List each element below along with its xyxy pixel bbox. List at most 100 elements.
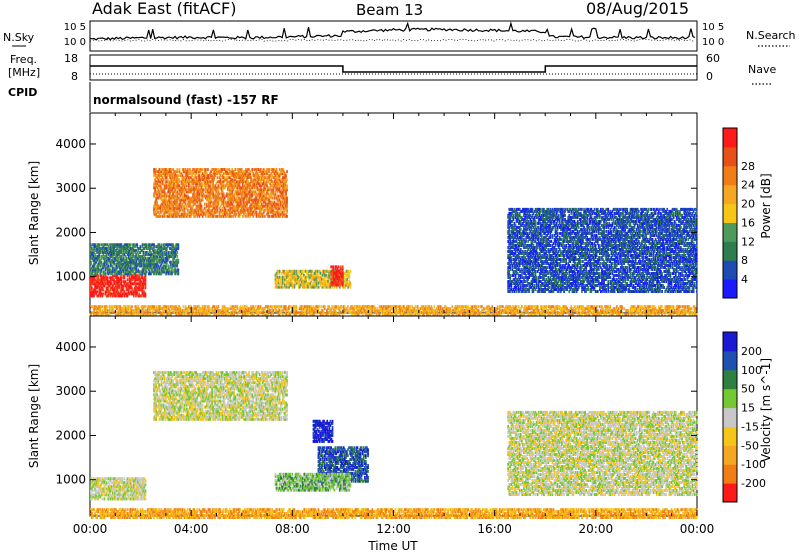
data-cell: [511, 256, 513, 259]
data-cell: [103, 292, 105, 295]
data-cell: [145, 292, 147, 295]
data-cell: [136, 243, 138, 246]
data-cell: [278, 195, 280, 198]
data-cell: [176, 251, 178, 254]
data-cell: [199, 174, 201, 177]
data-cell: [146, 270, 148, 273]
data-cell: [249, 170, 251, 173]
data-cell: [552, 234, 554, 237]
data-cell: [540, 208, 542, 211]
data-cell: [251, 168, 253, 171]
data-cell: [103, 288, 105, 291]
data-cell: [330, 277, 332, 280]
cpid-text: normalsound (fast) -157 RF: [93, 93, 279, 107]
data-cell: [127, 278, 129, 281]
data-cell: [286, 170, 288, 173]
data-cell: [161, 243, 163, 246]
freq-right-tick-label: 0: [706, 70, 713, 83]
data-cell: [168, 265, 170, 268]
data-cell: [167, 178, 169, 181]
data-cell: [318, 286, 320, 289]
data-cell: [534, 284, 536, 287]
freq-left-tick-label: 18: [64, 52, 78, 65]
data-cell: [90, 243, 92, 246]
data-cell: [202, 168, 204, 171]
data-cell: [350, 270, 352, 273]
data-cell: [217, 176, 219, 179]
nsearch-series: [90, 39, 695, 41]
data-cell: [550, 244, 552, 247]
data-cell: [220, 174, 222, 177]
data-cell: [90, 261, 92, 264]
data-cell: [350, 282, 352, 285]
data-cell: [172, 243, 174, 246]
data-cell: [536, 276, 538, 279]
cpid-panel: normalsound (fast) -157 RF: [90, 82, 279, 112]
data-cell: [301, 276, 303, 279]
freq-left-tick-label: 8: [71, 70, 78, 83]
data-cell: [279, 270, 281, 273]
data-cell: [178, 243, 180, 246]
data-cell: [187, 209, 189, 212]
data-cell: [178, 259, 180, 262]
beam-title: Beam 13: [356, 1, 423, 19]
data-cell: [535, 270, 537, 273]
data-cell: [286, 184, 288, 187]
data-cell: [163, 178, 165, 181]
data-cell: [286, 197, 288, 200]
data-cell: [168, 251, 170, 254]
data-cell: [286, 178, 288, 181]
data-cell: [130, 243, 132, 246]
data-cell: [276, 168, 278, 171]
data-cell: [520, 228, 522, 231]
data-cell: [176, 255, 178, 258]
data-cell: [317, 270, 319, 273]
data-cell: [126, 257, 128, 260]
data-cell: [96, 290, 98, 293]
nave-label: Nave: [748, 63, 776, 76]
freq-unit-label: [MHz]: [8, 66, 40, 79]
data-cell: [546, 254, 548, 257]
data-cell: [545, 250, 547, 253]
data-cell: [143, 251, 145, 254]
data-cell: [298, 276, 300, 279]
data-cell: [94, 253, 96, 256]
data-cell: [264, 215, 266, 218]
data-cell: [226, 168, 228, 171]
data-cell: [285, 174, 287, 177]
data-cell: [342, 265, 344, 268]
date-title: 08/Aug/2015: [586, 0, 689, 18]
data-cell: [532, 208, 534, 211]
data-cell: [520, 248, 522, 251]
data-cell: [217, 215, 219, 218]
data-cell: [338, 265, 340, 268]
data-cell: [342, 271, 344, 274]
data-cell: [286, 215, 288, 218]
freq-label: Freq.: [10, 53, 37, 66]
nsky-series: [90, 24, 695, 40]
data-cell: [202, 182, 204, 185]
data-cell: [271, 197, 273, 200]
data-cell: [513, 214, 515, 217]
data-cell: [105, 272, 107, 275]
data-cell: [223, 193, 225, 196]
data-cell: [302, 270, 304, 273]
data-cell: [179, 168, 181, 171]
data-cell: [178, 174, 180, 177]
data-cell: [292, 282, 294, 285]
data-cell: [201, 205, 203, 208]
data-cell: [160, 215, 162, 218]
noise-axis-ticks: 10 510 010 510 0: [64, 22, 725, 48]
data-cell: [312, 270, 314, 273]
noise-left-tick-label: 10 5: [64, 22, 86, 33]
data-cell: [195, 176, 197, 179]
data-cell: [98, 243, 100, 246]
data-cell: [161, 186, 163, 189]
data-cell: [220, 178, 222, 181]
cpid-label: CPID: [8, 86, 37, 99]
data-cell: [210, 205, 212, 208]
data-cell: [146, 243, 148, 246]
